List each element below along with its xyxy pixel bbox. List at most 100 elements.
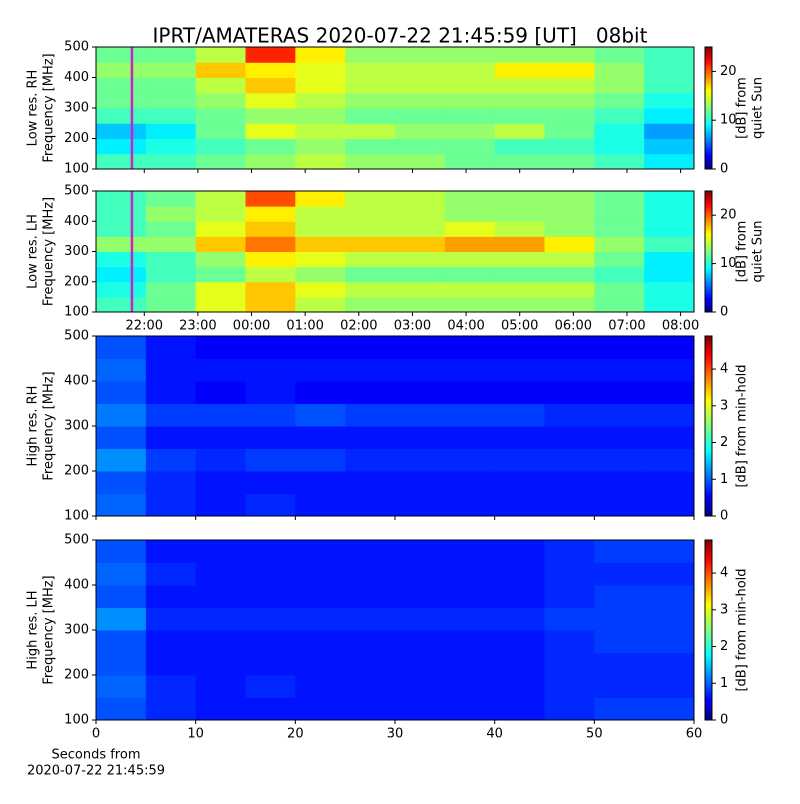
colorbar-tick-label: 10 (720, 256, 737, 271)
heatmap-cell (395, 448, 446, 472)
heatmap-cell (96, 697, 147, 721)
colorbar-tick-label: 20 (720, 64, 737, 79)
heatmap-cell (395, 123, 446, 139)
heatmap-cell (195, 471, 246, 494)
heatmap-cell (494, 585, 545, 608)
heatmap-cell (345, 123, 396, 139)
heatmap-cell (644, 77, 695, 94)
heatmap-cell (444, 403, 496, 427)
heatmap-cell (295, 493, 346, 517)
heatmap-cell (145, 697, 197, 721)
heatmap-cell (295, 221, 346, 237)
heatmap-cell (644, 652, 695, 676)
heatmap-cell (96, 562, 147, 586)
y-tick-label: 500 (64, 533, 89, 548)
x-tick-label: 0 (92, 727, 100, 742)
heatmap-cell (245, 47, 296, 63)
heatmap-cell (295, 697, 346, 721)
x-tick-label: 40 (486, 727, 503, 742)
heatmap-cell (444, 562, 496, 586)
heatmap-cell (494, 266, 545, 283)
heatmap-cell (96, 448, 147, 472)
heatmap-cell (494, 77, 545, 94)
heatmap-cell (544, 138, 595, 155)
heatmap-cell (245, 92, 296, 109)
colorbar-label: [dB] from (735, 77, 750, 139)
heatmap-cell (295, 47, 346, 63)
heatmap-cell (145, 358, 197, 382)
heatmap-cell (395, 138, 446, 155)
heatmap-cell (96, 123, 147, 139)
colorbar-tick-label: 20 (720, 208, 737, 223)
heatmap-cell (395, 266, 446, 283)
heatmap-cell (494, 652, 545, 676)
heatmap-cell (195, 281, 246, 298)
y-tick-label: 300 (64, 244, 89, 259)
heatmap-cell (345, 77, 396, 94)
heatmap-cell (295, 358, 346, 382)
heatmap-cell (395, 607, 446, 631)
heatmap-cell (395, 562, 446, 586)
heatmap-cell (444, 266, 496, 283)
heatmap-cell (395, 62, 446, 78)
heatmap-cell (145, 77, 197, 94)
heatmap-cell (345, 493, 396, 517)
heatmap-cell (195, 191, 246, 207)
heatmap-cell (245, 426, 296, 449)
heatmap-cell (544, 266, 595, 283)
heatmap-cell (195, 448, 246, 472)
heatmap-cell (195, 585, 246, 608)
heatmap-cell (594, 562, 645, 586)
heatmap-cell (295, 77, 346, 94)
heatmap-cell (245, 358, 296, 382)
heatmap-cell (395, 493, 446, 517)
heatmap-cell (245, 296, 296, 313)
x-tick-label: 60 (686, 727, 703, 742)
x-axis-label: Seconds from (51, 748, 140, 763)
heatmap-cell (96, 77, 147, 94)
heatmap-cell (195, 562, 246, 586)
heatmap-cell (544, 358, 595, 382)
heatmap-cell (544, 92, 595, 109)
heatmap-cell (195, 236, 246, 252)
heatmap-cell (195, 77, 246, 94)
heatmap-cell (295, 336, 346, 359)
heatmap-cell (444, 336, 496, 359)
heatmap-cell (544, 607, 595, 631)
heatmap-cell (145, 448, 197, 472)
heatmap-cell (345, 381, 396, 404)
heatmap-cell (345, 296, 396, 313)
colorbar-tick-label: 3 (720, 398, 728, 413)
chart-title: IPRT/AMATERAS 2020-07-22 21:45:59 [UT] 0… (153, 24, 648, 48)
heatmap-cell (96, 426, 147, 449)
heatmap-cell (245, 206, 296, 222)
heatmap-cell (195, 92, 246, 109)
y-tick-label: 200 (64, 131, 89, 146)
heatmap-cell (494, 138, 545, 155)
heatmap-cell (195, 652, 246, 676)
y-axis-label: Frequency [MHz] (42, 371, 57, 480)
heatmap-cell (494, 540, 545, 563)
heatmap-cell (395, 336, 446, 359)
heatmap-cell (544, 675, 595, 698)
heatmap-cell (544, 108, 595, 124)
heatmap-cell (96, 336, 147, 359)
y-tick-label: 100 (64, 162, 89, 177)
heatmap-cell (295, 403, 346, 427)
heatmap-cell (594, 251, 645, 268)
heatmap-cell (444, 630, 496, 653)
heatmap-cell (544, 281, 595, 298)
colorbar-tick-label: 2 (720, 435, 728, 450)
colorbar-tick-label: 1 (720, 676, 728, 691)
heatmap-cell (644, 675, 695, 698)
heatmap-cell (444, 123, 496, 139)
y-tick-label: 200 (64, 668, 89, 683)
heatmap-cell (345, 403, 396, 427)
x-tick-label: 50 (586, 727, 603, 742)
colorbar (704, 539, 713, 721)
heatmap-cell (195, 336, 246, 359)
heatmap-cell (594, 62, 645, 78)
y-tick-label: 400 (64, 578, 89, 593)
heatmap-cell (345, 108, 396, 124)
heatmap-cell (96, 281, 147, 298)
